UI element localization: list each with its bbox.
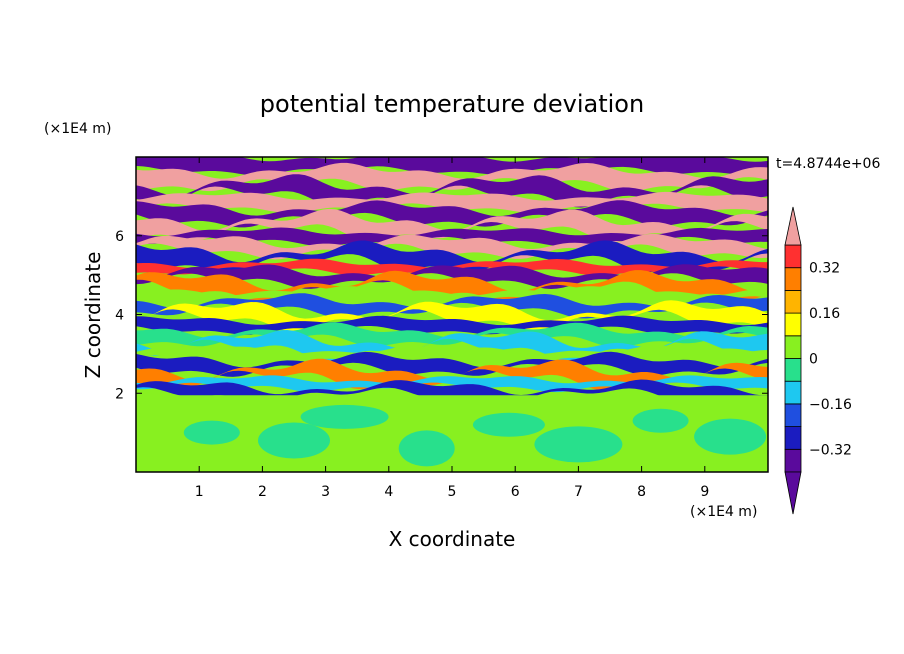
contour-band — [136, 322, 768, 348]
contour-band — [136, 191, 768, 213]
colorbar-segment — [784, 335, 802, 359]
time-label: t=4.8744e+06 — [776, 156, 880, 172]
colorbar-under-triangle — [784, 471, 802, 515]
contour-band — [136, 286, 768, 305]
x-axis-label: X coordinate — [389, 527, 516, 551]
colorbar-tick-label: −0.16 — [809, 397, 852, 413]
y-unit-label: (×1E4 m) — [44, 121, 111, 137]
contour-band — [136, 157, 768, 176]
colorbar-segment — [784, 267, 802, 291]
colorbar-segment — [784, 289, 802, 314]
contour-band — [136, 162, 768, 192]
colorbar-segment — [784, 426, 802, 450]
colorbar-segment — [784, 244, 802, 269]
contour-blob — [694, 418, 767, 455]
colorbar-segment — [784, 312, 802, 337]
colorbar-tick-label: 0.32 — [809, 261, 840, 277]
contour-band — [136, 330, 768, 362]
contour-blob — [300, 404, 389, 429]
x-tick-label: 1 — [195, 484, 204, 500]
x-tick-label: 3 — [321, 484, 330, 500]
x-tick-label: 6 — [511, 484, 520, 500]
colorbar: 0.32 0.16 0 −0.16 −0.32 — [784, 206, 852, 515]
contour-band — [136, 174, 768, 208]
y-tick-label: 2 — [115, 386, 124, 402]
colorbar-tick-label: −0.32 — [809, 442, 852, 458]
contour-band — [136, 293, 768, 319]
contour-band — [136, 227, 768, 247]
contour-band — [136, 315, 768, 335]
colorbar-segment — [784, 358, 802, 382]
contour-band — [136, 264, 768, 289]
y-axis: 2 4 6 — [115, 229, 768, 402]
x-tick-label: 7 — [574, 484, 583, 500]
y-tick-label: 4 — [115, 308, 124, 324]
contour-blob — [472, 412, 545, 437]
contour-band — [136, 345, 768, 365]
contour-band — [136, 351, 768, 377]
colorbar-over-triangle — [784, 206, 802, 246]
contour-blob — [632, 408, 689, 433]
x-tick-label: 8 — [637, 484, 646, 500]
colorbar-tick-label: 0.16 — [809, 306, 840, 322]
y-axis-label: Z coordinate — [81, 252, 105, 379]
chart-title: potential temperature deviation — [260, 90, 644, 118]
colorbar-tick-label: 0 — [809, 352, 818, 368]
contour-blob — [183, 420, 240, 445]
contour-blob — [398, 430, 455, 467]
contour-band — [136, 375, 768, 393]
contour-blob — [534, 426, 623, 463]
contour-blob — [258, 422, 330, 459]
contour-band — [136, 240, 768, 274]
x-tick-label: 2 — [258, 484, 267, 500]
contour-band — [136, 270, 768, 302]
x-tick-label: 4 — [384, 484, 393, 500]
contour-field — [136, 157, 768, 472]
contour-band — [136, 379, 768, 403]
x-tick-label: 5 — [448, 484, 457, 500]
colorbar-segment — [784, 380, 802, 405]
x-axis: 1 2 3 4 5 6 7 8 9 — [195, 157, 709, 500]
x-unit-label: (×1E4 m) — [690, 504, 757, 520]
colorbar-segment — [784, 403, 802, 427]
colorbar-segment — [784, 448, 802, 473]
y-tick-label: 6 — [115, 229, 124, 245]
x-tick-label: 9 — [700, 484, 709, 500]
contour-band — [136, 200, 768, 228]
